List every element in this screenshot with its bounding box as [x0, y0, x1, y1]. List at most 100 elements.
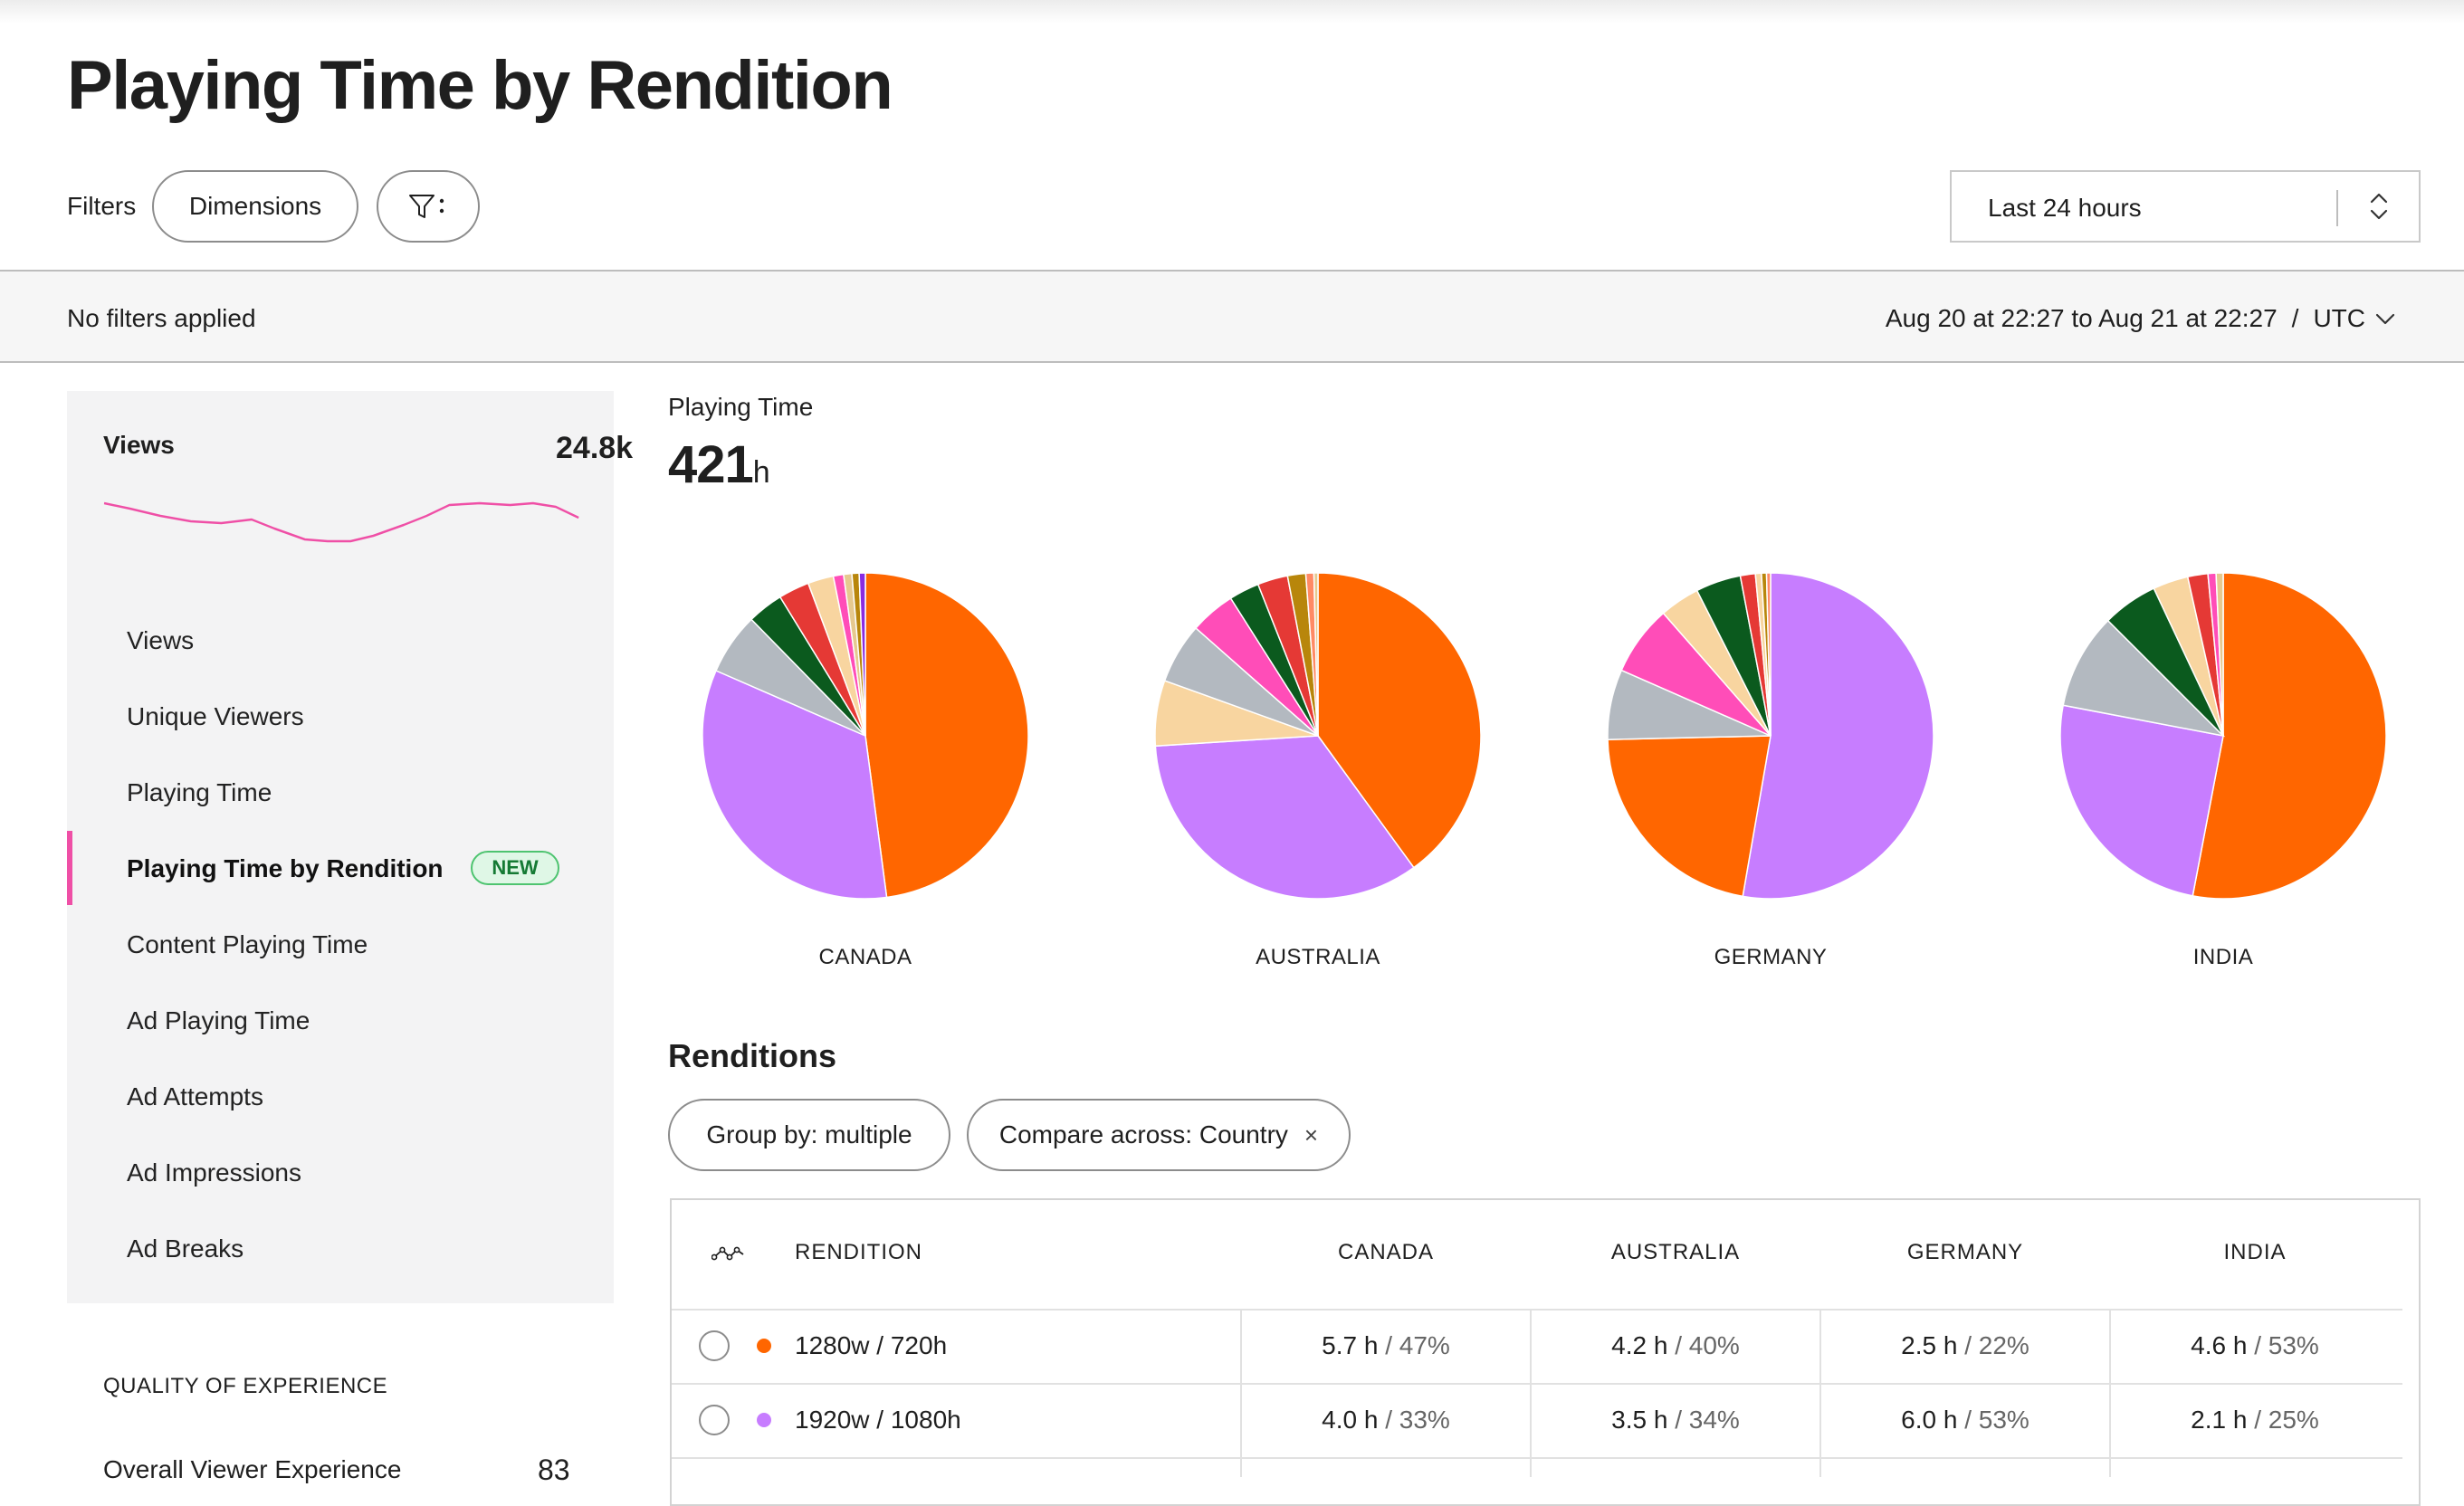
pie-slice-canada-7[interactable] — [843, 572, 866, 737]
row-divider — [672, 1457, 2402, 1459]
pie-slice-canada-1[interactable] — [702, 670, 888, 900]
date-range-text: Aug 20 at 22:27 to Aug 21 at 22:27 — [1885, 304, 2278, 332]
select-divider — [2336, 190, 2338, 226]
timezone-value: UTC — [2313, 304, 2365, 332]
cell-hours: 4.6 h — [2191, 1331, 2248, 1359]
pie-slice-canada-2[interactable] — [715, 618, 866, 737]
column-header-canada[interactable]: CANADA — [1337, 1240, 1435, 1264]
pie-slice-india-5[interactable] — [2186, 572, 2224, 737]
pie-slice-australia-6[interactable] — [1256, 575, 1319, 737]
column-divider — [1240, 1311, 1242, 1477]
cell-percent: / 22% — [1964, 1331, 2029, 1359]
pie-slice-canada-6[interactable] — [832, 573, 866, 737]
table-cell: 6.0 h / 53% — [1820, 1406, 2110, 1435]
pie-slice-australia-8[interactable] — [1304, 572, 1319, 737]
row-select-radio[interactable] — [699, 1405, 730, 1435]
column-divider — [1819, 1311, 1821, 1477]
dimensions-button[interactable]: Dimensions — [152, 170, 358, 243]
cell-percent: / 53% — [2254, 1331, 2319, 1359]
pie-slice-india-1[interactable] — [2059, 704, 2224, 897]
pie-slice-germany-4[interactable] — [1662, 589, 1772, 737]
pie-slice-india-7[interactable] — [2215, 572, 2224, 737]
compare-across-label: Compare across: Country — [998, 1120, 1288, 1149]
column-header-australia[interactable]: AUSTRALIA — [1610, 1240, 1741, 1264]
series-color-dot — [757, 1413, 771, 1427]
pie-slice-germany-2[interactable] — [1607, 669, 1772, 740]
filter-status-bar — [0, 272, 2464, 362]
cell-percent: / 25% — [2254, 1406, 2319, 1434]
pie-label-india: INDIA — [2192, 945, 2254, 969]
filter-icon — [409, 195, 444, 218]
pie-slice-canada-0[interactable] — [864, 572, 1029, 899]
nav-item-playing-time-by-rendition[interactable]: Playing Time by Rendition — [127, 854, 444, 882]
pie-slice-australia-9[interactable] — [1313, 572, 1319, 737]
table-cell: 2.1 h / 25% — [2110, 1406, 2400, 1435]
table-cell: 2.5 h / 22% — [1820, 1331, 2110, 1360]
pie-slice-australia-1[interactable] — [1154, 735, 1415, 900]
pie-slice-canada-4[interactable] — [778, 582, 866, 737]
pie-slice-australia-5[interactable] — [1229, 583, 1319, 737]
metric-unit: h — [752, 455, 770, 490]
pie-slice-india-0[interactable] — [2192, 572, 2387, 900]
pie-slice-australia-7[interactable] — [1286, 572, 1319, 737]
compare-across-chip[interactable]: Compare across: Country × — [967, 1099, 1351, 1171]
pie-label-canada: CANADA — [818, 945, 912, 969]
table-cell: 4.2 h / 40% — [1531, 1331, 1820, 1360]
pie-slice-germany-0[interactable] — [1742, 572, 1934, 900]
group-by-label: Group by: multiple — [706, 1120, 912, 1149]
group-by-button[interactable]: Group by: multiple — [668, 1099, 950, 1171]
table-cell: 3.5 h / 34% — [1531, 1406, 1820, 1435]
table-cell: 4.6 h / 53% — [2110, 1331, 2400, 1360]
pie-slice-australia-0[interactable] — [1317, 572, 1482, 869]
close-icon[interactable]: × — [1304, 1120, 1319, 1149]
nav-item-unique-viewers[interactable]: Unique Viewers — [127, 702, 304, 730]
row-divider — [672, 1383, 2402, 1385]
cell-percent: / 53% — [1964, 1406, 2029, 1434]
column-divider — [2109, 1311, 2111, 1477]
pie-slice-germany-8[interactable] — [1761, 572, 1772, 737]
pie-slice-germany-9[interactable] — [1765, 572, 1772, 737]
pie-slice-canada-8[interactable] — [851, 572, 866, 737]
pie-slice-canada-9[interactable] — [858, 572, 866, 737]
nav-item-views[interactable]: Views — [127, 626, 195, 654]
pie-slice-india-6[interactable] — [2207, 572, 2224, 737]
date-separator: / — [2291, 304, 2299, 332]
pie-slice-germany-1[interactable] — [1607, 735, 1772, 898]
column-header-rendition[interactable]: RENDITION — [795, 1240, 922, 1264]
pie-slice-australia-2[interactable] — [1154, 680, 1319, 748]
chart-line-icon[interactable] — [712, 1244, 746, 1263]
pie-slice-india-3[interactable] — [2106, 587, 2224, 737]
pie-slice-canada-5[interactable] — [807, 575, 866, 737]
rendition-name: 1280w / 720h — [795, 1331, 948, 1359]
column-header-india[interactable]: INDIA — [2223, 1240, 2287, 1264]
timezone-select[interactable]: UTC — [2313, 302, 2396, 335]
filter-status-text: No filters applied — [67, 304, 256, 332]
filter-options-button[interactable] — [377, 170, 480, 243]
pie-slice-australia-3[interactable] — [1163, 626, 1319, 737]
nav-item-ad-breaks[interactable]: Ad Breaks — [127, 1234, 244, 1263]
nav-item-ad-attempts[interactable]: Ad Attempts — [127, 1082, 263, 1110]
pie-slice-germany-7[interactable] — [1754, 572, 1772, 737]
pie-slice-germany-6[interactable] — [1739, 572, 1772, 737]
pie-slice-australia-4[interactable] — [1194, 596, 1319, 737]
cell-hours: 6.0 h — [1901, 1406, 1958, 1434]
table-cell: 4.0 h / 33% — [1241, 1406, 1531, 1435]
column-header-germany[interactable]: GERMANY — [1906, 1240, 2024, 1264]
time-range-value: Last 24 hours — [1988, 194, 2142, 222]
dimensions-label: Dimensions — [188, 192, 322, 220]
pie-slice-canada-3[interactable] — [750, 596, 866, 737]
nav-item-ad-playing-time[interactable]: Ad Playing Time — [127, 1006, 310, 1034]
pie-slice-germany-5[interactable] — [1695, 575, 1772, 737]
row-select-radio[interactable] — [699, 1330, 730, 1361]
pie-slice-india-2[interactable] — [2062, 619, 2226, 738]
nav-item-content-playing-time[interactable]: Content Playing Time — [127, 930, 368, 958]
pie-slice-germany-3[interactable] — [1620, 612, 1772, 737]
cell-hours: 2.5 h — [1901, 1331, 1958, 1359]
date-range: Aug 20 at 22:27 to Aug 21 at 22:27 / UTC — [1886, 302, 2396, 335]
rendition-name: 1920w / 1080h — [795, 1406, 961, 1434]
nav-item-ad-impressions[interactable]: Ad Impressions — [127, 1158, 301, 1187]
nav-item-overall-viewer-experience[interactable]: Overall Viewer Experience — [103, 1455, 402, 1483]
nav-item-playing-time[interactable]: Playing Time — [127, 778, 272, 806]
time-range-select[interactable]: Last 24 hours — [1950, 170, 2421, 243]
pie-slice-india-4[interactable] — [2153, 576, 2224, 737]
